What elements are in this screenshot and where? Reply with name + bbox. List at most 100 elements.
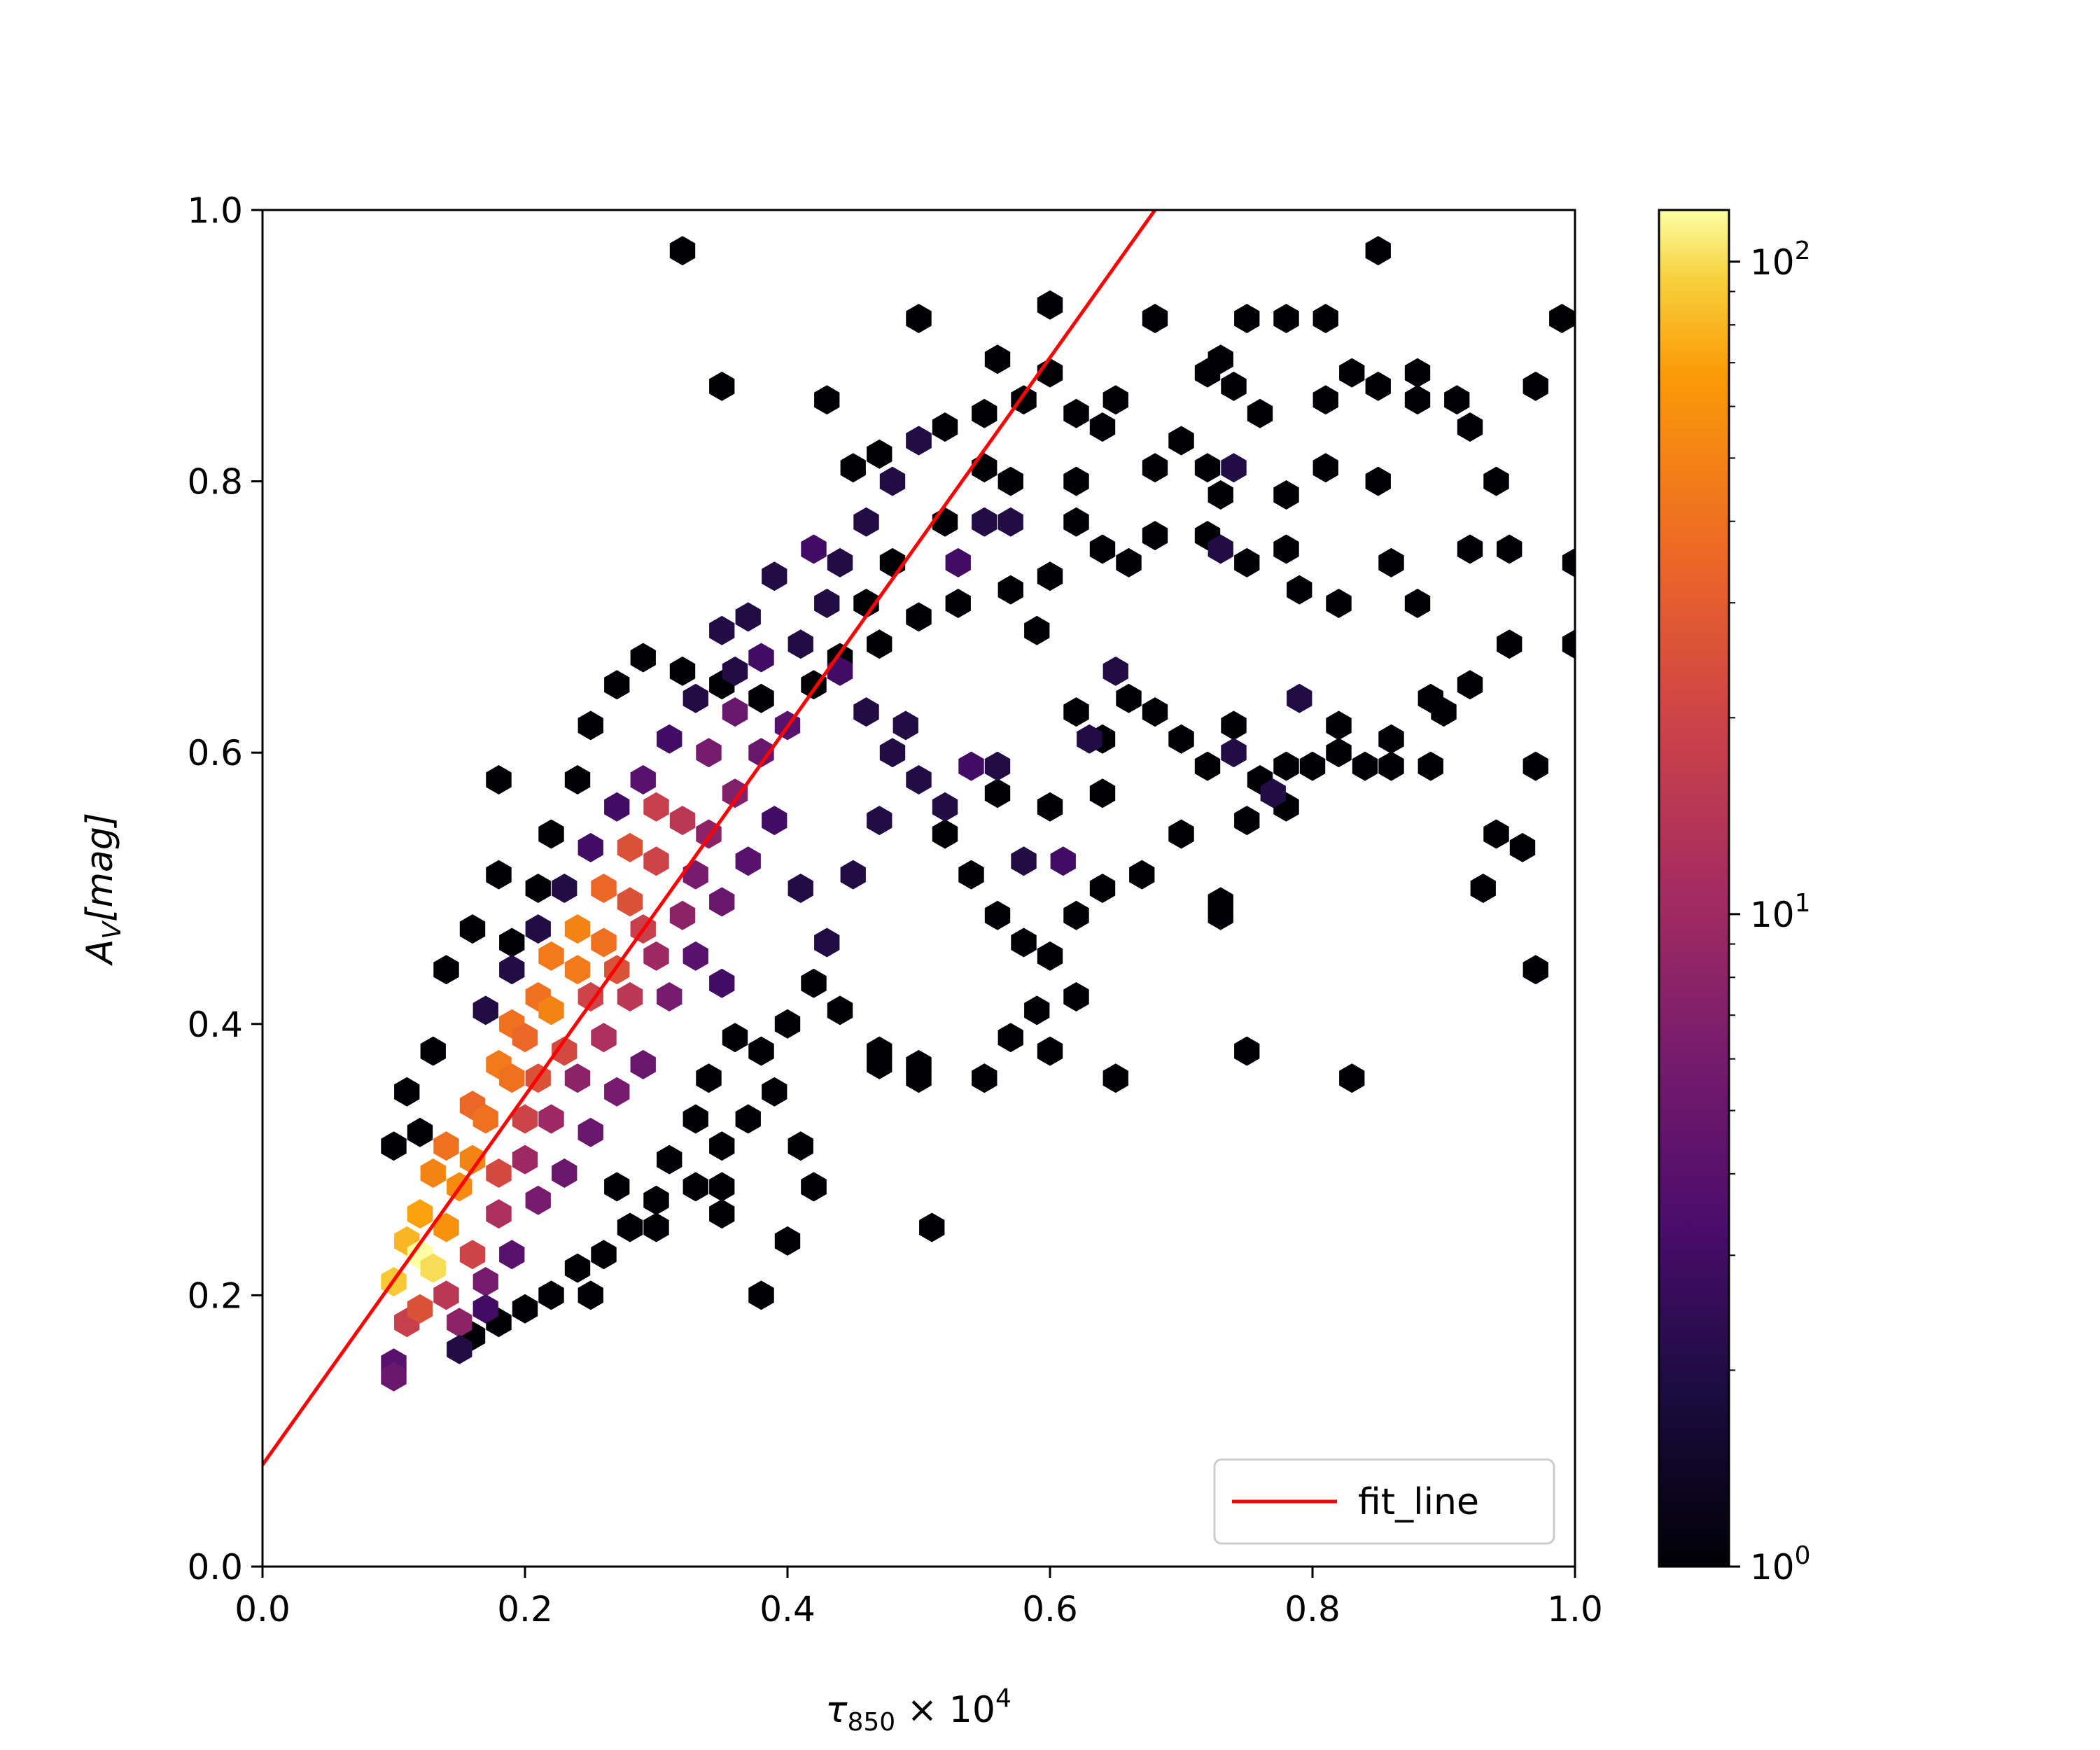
hexbin-cell [643,1212,669,1242]
y-axis-label-base: A [79,939,121,967]
hexbin-cell [958,860,984,890]
hexbin-cell [1497,629,1522,659]
hexbin-cell [564,1253,591,1283]
hexbin-cell [1365,466,1391,496]
x-axis-label-base: τ [825,1689,848,1731]
hexbin-cell [604,1077,630,1107]
hexbin-cell [447,1308,472,1338]
hexbin-cell [762,561,788,592]
hexbin-cell [1142,453,1168,483]
hexbin-cell [972,507,997,537]
hexbin-cell [1273,534,1299,564]
hexbin-cell [932,412,958,442]
hexbin-cell [801,534,827,564]
hexbin-cell [906,602,932,632]
y-tick-label: 1.0 [187,190,243,231]
hexbin-cell [1011,846,1037,876]
hexbin-cell [1221,371,1247,401]
hexbin-cell [617,832,643,862]
hexbin-cell [472,1104,498,1134]
hexbin-cell [1418,683,1443,713]
hexbin-cell [604,670,630,700]
hexbin-cell [682,941,708,971]
hexbin-cell [748,1036,774,1066]
hexbin-cell [525,914,551,944]
hexbin-cell [1287,683,1312,713]
y-tick-label: 0.0 [187,1547,243,1588]
hexbin-cell [984,778,1011,808]
hexbin-cell [564,1063,591,1093]
hexbin-cell [657,724,682,754]
hexbin-cell [1287,575,1312,605]
hexbin-cell [552,1158,578,1188]
hexbin-cell [748,1280,774,1310]
hexbin-cell [1208,480,1233,510]
hexbin-layer [381,236,1575,1392]
colorbar-tick-label: 100 [1750,1541,1811,1588]
hexbin-cell [1208,344,1233,374]
hexbin-cell [1142,697,1168,727]
hexbin-cell [643,941,669,971]
hexbin-cell [801,1172,827,1202]
hexbin-cell [472,1267,498,1296]
hexbin-cell [735,1104,761,1134]
hexbin-cell [1365,371,1391,401]
hexbin-cell [604,1172,630,1202]
hexbin-cell [1063,697,1089,727]
hexbin-cell [394,1077,420,1107]
hexbin-cell [591,1023,617,1053]
hexbin-cell [879,738,906,768]
hexbin-cell [1089,778,1116,808]
hexbin-cell [709,1172,735,1202]
fit-line-series [262,210,1157,1466]
hexbin-cell [591,1240,617,1270]
colorbar-tick-label: 101 [1750,889,1811,935]
hexbin-cell [538,819,564,849]
hexbin-cell [1444,385,1470,415]
hexbin-cell [486,1158,512,1188]
hexbin-cell [801,968,827,998]
hexbin-cell [1260,778,1286,808]
hexbin-cell [748,643,774,673]
y-axis-label-sub: V [98,920,127,939]
hexbin-cell [722,697,748,727]
hexbin-cell [486,1199,512,1229]
hexbin-cell [643,792,669,822]
hexbin-cell [1522,751,1548,781]
hexbin-cell [1509,832,1536,862]
hexbin-cell [748,738,774,768]
hexbin-cell [788,874,813,903]
x-tick-label: 0.4 [760,1589,816,1630]
hexbin-cell [906,1063,932,1093]
hexbin-cell [945,547,971,578]
hexbin-cell [1116,683,1142,713]
hexbin-cell [578,832,603,862]
y-tick-label: 0.2 [187,1275,243,1316]
hexbin-cell [643,846,669,876]
hexbin-cell [1142,304,1168,333]
hexbin-cell [682,683,708,713]
hexbin-cell [906,765,932,794]
hexbin-cell [564,914,591,944]
hexbin-cell [1483,819,1509,849]
hexbin-cell [1522,955,1548,985]
hexbin-cell [1089,534,1116,564]
hexbin-cell [1102,1063,1128,1093]
hexbin-cell [997,575,1023,605]
hexbin-cell [512,1104,538,1134]
y-tick-label: 0.6 [187,733,243,774]
hexbin-cell [552,1036,578,1066]
hexbin-cell [1522,371,1548,401]
hexbin-cell [972,1063,997,1093]
hexbin-cell [1326,710,1352,741]
hexbin-cell [1024,995,1050,1026]
hexbin-cell [906,304,932,333]
hexbin-cell [867,1049,892,1079]
hexbin-cell [1339,358,1365,388]
hexbin-cell [709,968,735,998]
hexbin-cell [1102,656,1128,686]
hexbin-cell [801,670,827,700]
hexbin-cell [486,765,512,794]
y-axis-label: AV[mag] [79,813,127,966]
hexbin-cell [1247,398,1273,428]
